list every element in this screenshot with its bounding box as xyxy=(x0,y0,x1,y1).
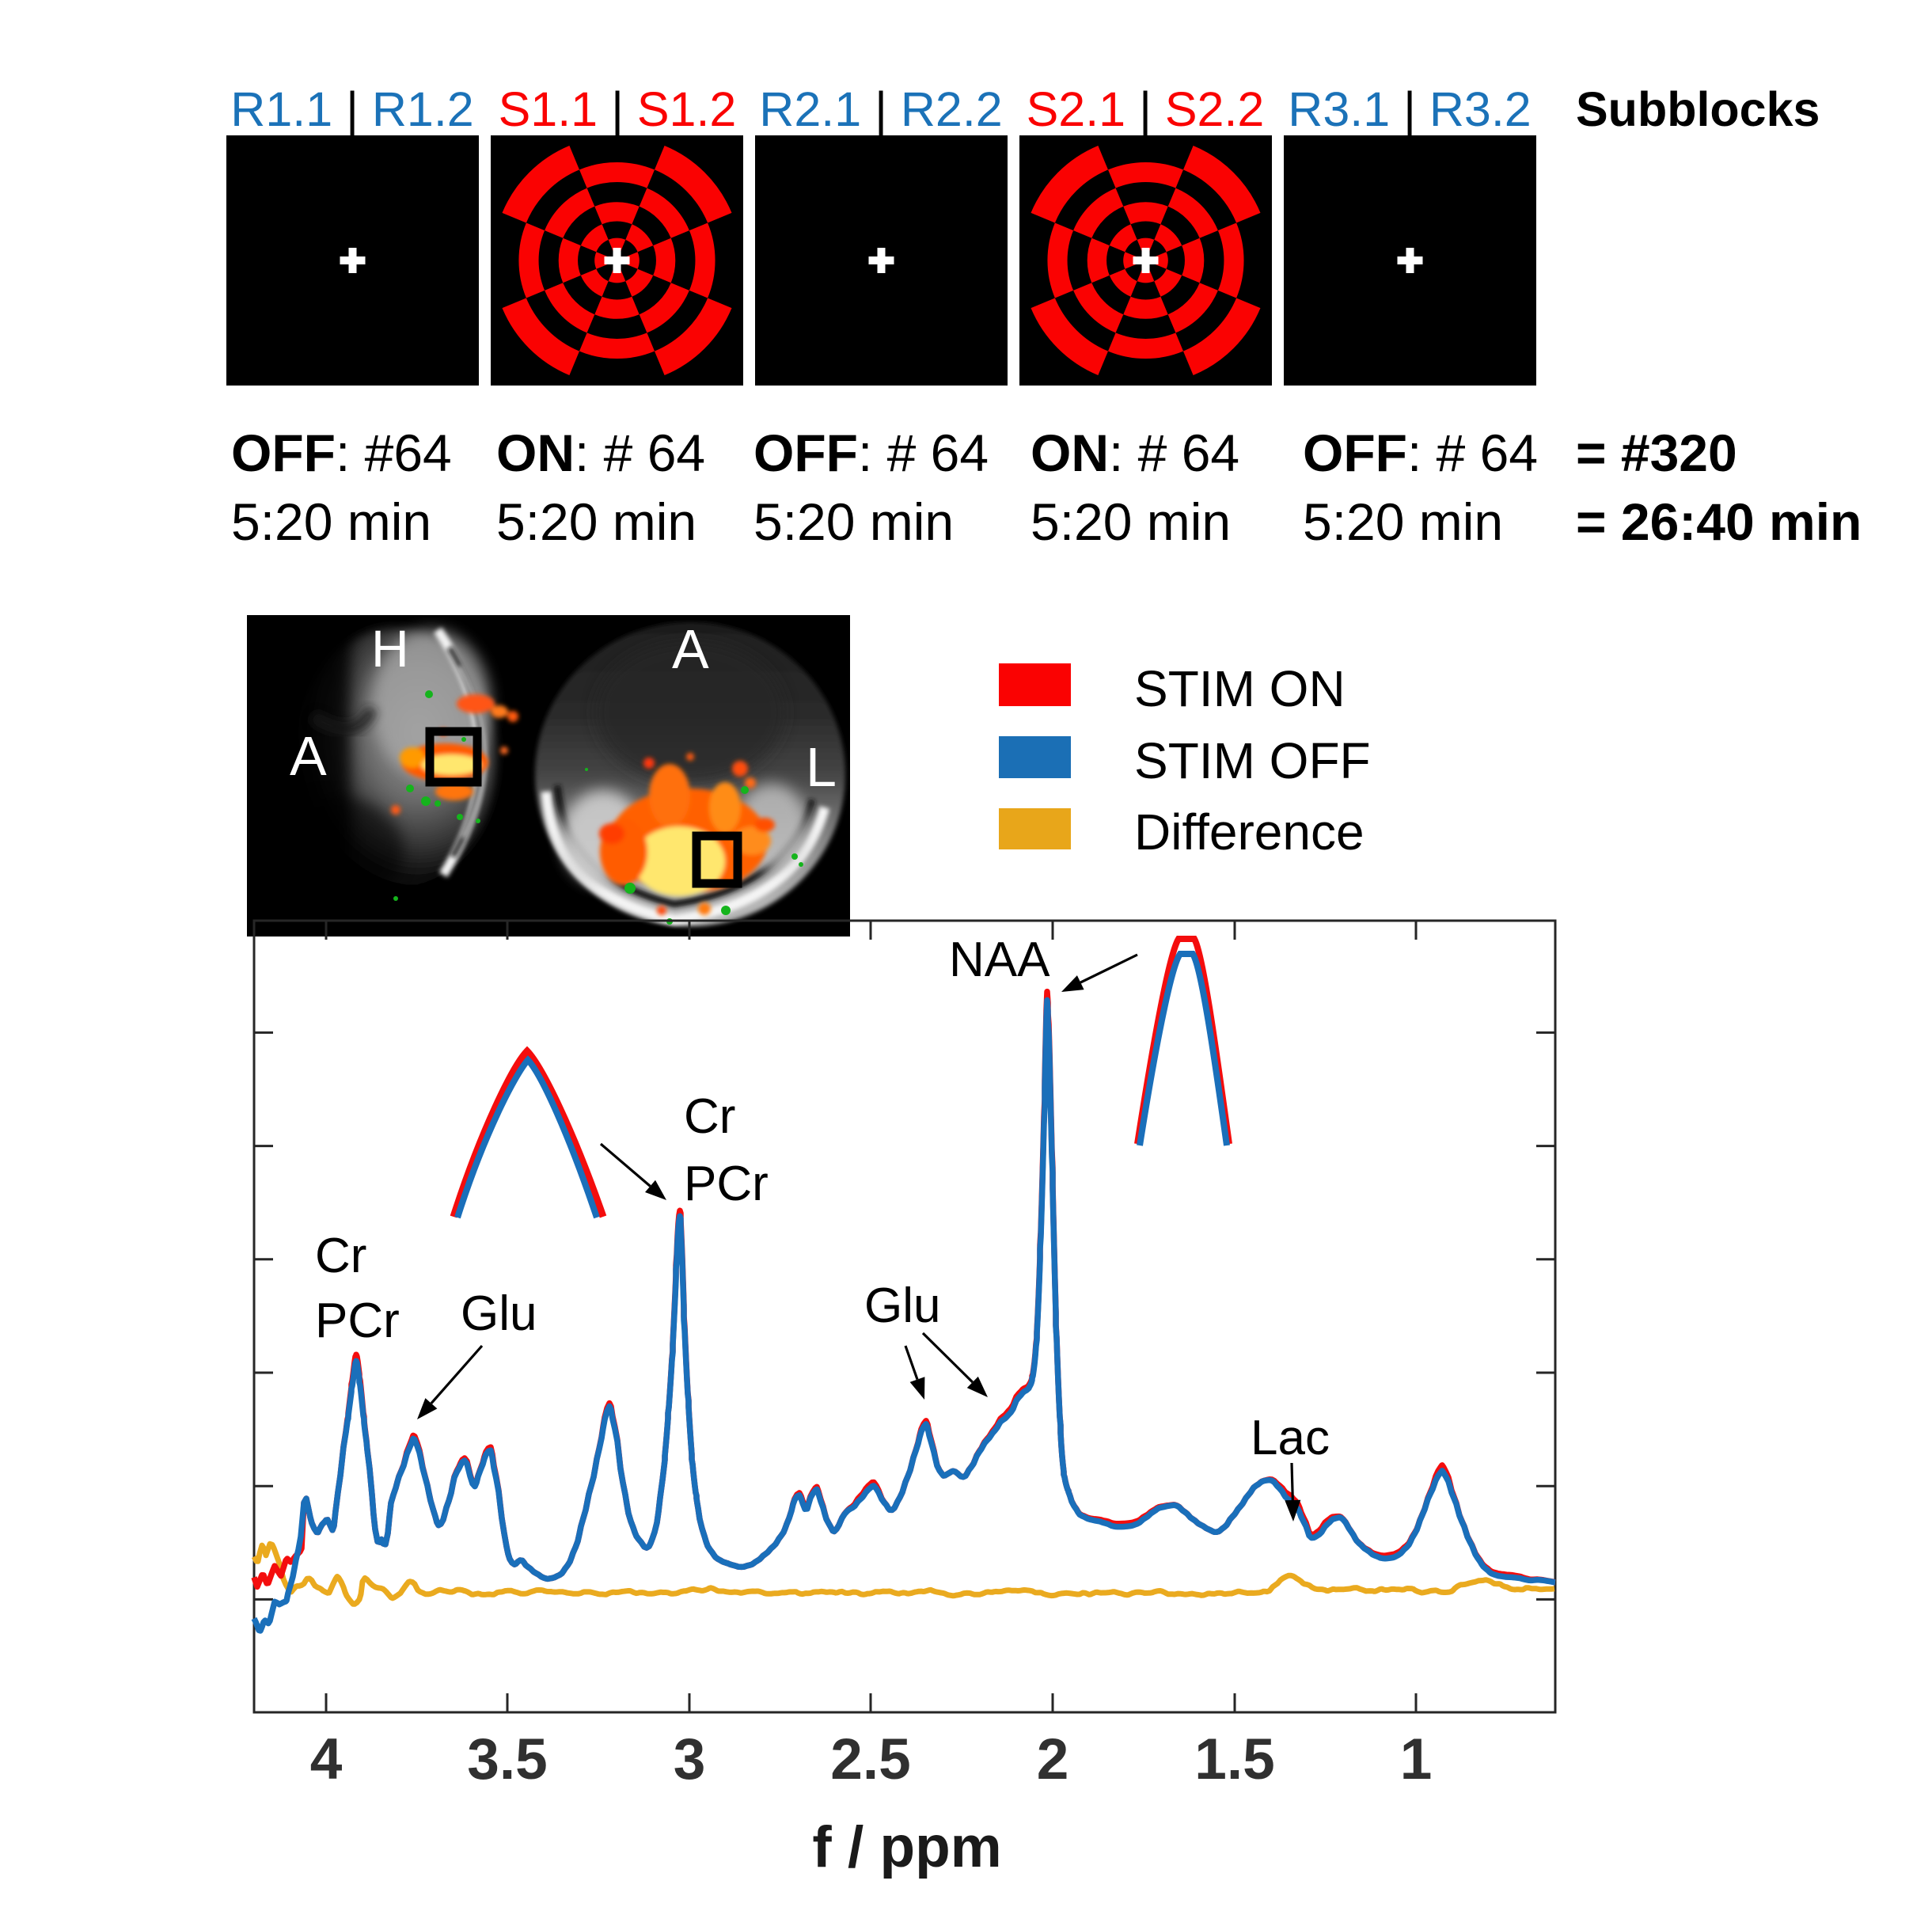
svg-text:4: 4 xyxy=(310,1727,343,1791)
svg-text:2: 2 xyxy=(1037,1727,1069,1791)
svg-text:R3.1 | R3.2: R3.1 | R3.2 xyxy=(1288,82,1531,136)
svg-text:PCr: PCr xyxy=(684,1157,769,1211)
svg-text:ON: # 64: ON: # 64 xyxy=(1031,424,1239,482)
svg-text:NAA: NAA xyxy=(949,933,1050,987)
svg-text:OFF: # 64: OFF: # 64 xyxy=(753,424,989,482)
svg-text:STIM ON: STIM ON xyxy=(1134,660,1346,717)
svg-text:5:20 min: 5:20 min xyxy=(753,492,954,551)
svg-text:5:20 min: 5:20 min xyxy=(1031,492,1231,551)
svg-text:ON: # 64: ON: # 64 xyxy=(496,424,705,482)
svg-text:L: L xyxy=(806,736,837,798)
svg-text:= #320: = #320 xyxy=(1576,424,1737,482)
svg-text:OFF: # 64: OFF: # 64 xyxy=(1303,424,1538,482)
svg-text:Glu: Glu xyxy=(864,1278,940,1333)
svg-text:Cr: Cr xyxy=(315,1229,366,1283)
svg-text:3: 3 xyxy=(674,1727,706,1791)
svg-text:5:20 min: 5:20 min xyxy=(1303,492,1503,551)
svg-text:H: H xyxy=(371,619,409,678)
svg-text:STIM OFF: STIM OFF xyxy=(1134,732,1371,789)
svg-text:2.5: 2.5 xyxy=(830,1727,910,1791)
svg-text:5:20 min: 5:20 min xyxy=(231,492,431,551)
svg-text:S1.1 | S1.2: S1.1 | S1.2 xyxy=(499,82,737,136)
svg-text:A: A xyxy=(672,618,709,680)
svg-text:1: 1 xyxy=(1400,1727,1433,1791)
svg-text:3.5: 3.5 xyxy=(467,1727,547,1791)
svg-text:R2.1 | R2.2: R2.1 | R2.2 xyxy=(759,82,1002,136)
svg-text:PCr: PCr xyxy=(315,1294,400,1348)
svg-text:A: A xyxy=(290,725,327,787)
svg-text:= 26:40 min: = 26:40 min xyxy=(1576,492,1862,551)
svg-text:Subblocks: Subblocks xyxy=(1576,82,1820,136)
svg-text:S2.1 | S2.2: S2.1 | S2.2 xyxy=(1027,82,1265,136)
svg-text:Cr: Cr xyxy=(684,1089,735,1144)
svg-text:OFF: #64: OFF: #64 xyxy=(231,424,452,482)
svg-text:1.5: 1.5 xyxy=(1194,1727,1274,1791)
svg-text:R1.1 | R1.2: R1.1 | R1.2 xyxy=(230,82,473,136)
svg-text:Lac: Lac xyxy=(1251,1411,1330,1465)
svg-text:f / ppm: f / ppm xyxy=(812,1815,1001,1879)
svg-text:5:20 min: 5:20 min xyxy=(496,492,697,551)
svg-text:Difference: Difference xyxy=(1134,804,1365,861)
svg-text:Glu: Glu xyxy=(461,1286,537,1341)
